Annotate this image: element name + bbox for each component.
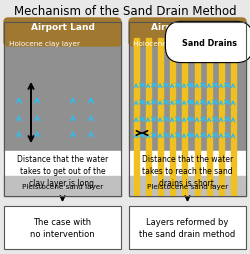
Bar (129, 23, 246, 196)
Text: Airport Land: Airport Land (30, 23, 94, 32)
Bar (129, 176, 246, 196)
Bar (4, 176, 121, 196)
Text: Pleistocene sand layer: Pleistocene sand layer (22, 183, 103, 189)
Text: Airport Land: Airport Land (150, 23, 214, 32)
Text: Mechanism of the Sand Drain Method: Mechanism of the Sand Drain Method (14, 5, 236, 18)
Bar (129, 206, 246, 249)
Bar (4, 23, 121, 196)
Bar (134, 39, 138, 196)
Bar (170, 39, 174, 196)
Bar (129, 151, 246, 176)
FancyBboxPatch shape (4, 19, 121, 47)
Text: Sand Drains: Sand Drains (182, 38, 236, 57)
Text: Layers reformed by
the sand drain method: Layers reformed by the sand drain method (140, 217, 235, 238)
Text: Distance that the water
takes to get out of the
clay layer is long.: Distance that the water takes to get out… (17, 154, 108, 187)
Bar (4, 206, 121, 249)
Bar (194, 39, 200, 196)
Text: Distance that the water
takes to reach the sand
drains is short.: Distance that the water takes to reach t… (142, 154, 233, 187)
Bar (230, 39, 235, 196)
Bar (218, 39, 224, 196)
Bar (129, 23, 246, 196)
Text: Pleistocene sand layer: Pleistocene sand layer (147, 183, 228, 189)
Text: The case with
no intervention: The case with no intervention (30, 217, 95, 238)
Text: Holocene clay layer: Holocene clay layer (133, 41, 204, 47)
Bar (182, 39, 186, 196)
FancyBboxPatch shape (129, 19, 246, 47)
Bar (158, 39, 162, 196)
Bar (4, 23, 121, 196)
Text: Holocene clay layer: Holocene clay layer (9, 41, 80, 47)
Bar (4, 151, 121, 176)
Bar (146, 39, 150, 196)
Bar (206, 39, 212, 196)
